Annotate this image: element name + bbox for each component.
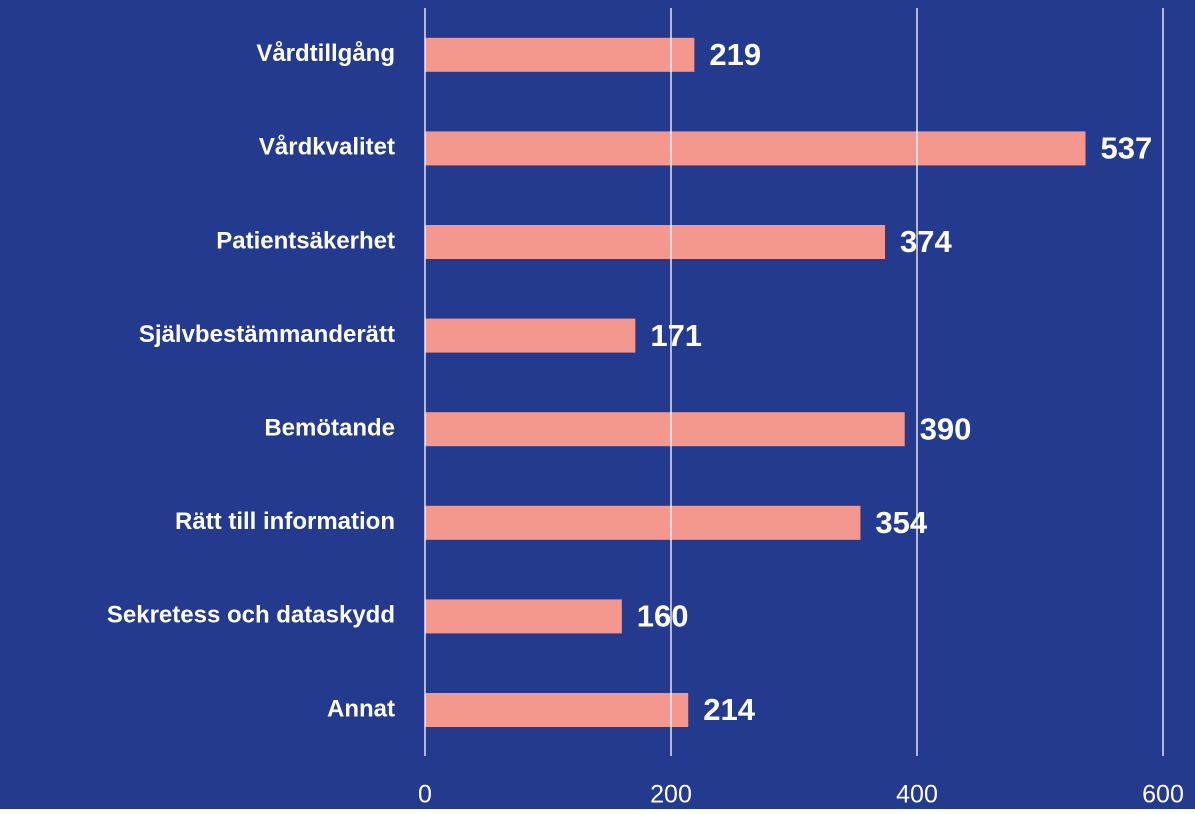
value-label: 374 [900, 224, 952, 259]
bar [425, 599, 622, 634]
value-label: 219 [709, 37, 761, 72]
category-label: Självbestämmanderätt [139, 321, 395, 348]
category-label: Bemötande [264, 415, 395, 442]
category-label: Rätt till information [175, 508, 395, 535]
x-tick-label: 200 [650, 781, 692, 809]
x-tick-label: 0 [418, 781, 432, 809]
x-tick-label: 400 [896, 781, 938, 809]
bar [425, 318, 636, 353]
value-label: 160 [637, 599, 689, 634]
bar [425, 505, 861, 540]
bar [425, 225, 886, 259]
category-label: Vårdtillgång [256, 40, 395, 67]
value-label: 537 [1101, 131, 1153, 166]
bar [425, 37, 695, 72]
category-label: Patientsäkerhet [216, 227, 395, 254]
category-label: Annat [327, 695, 395, 722]
bar [425, 412, 905, 447]
value-label: 171 [650, 318, 702, 353]
value-label: 214 [703, 692, 755, 727]
value-label: 390 [920, 411, 972, 446]
category-label: Sekretess och dataskydd [107, 602, 395, 629]
bar [425, 131, 1086, 166]
x-tick-label: 600 [1142, 781, 1184, 809]
value-label: 354 [875, 505, 927, 540]
category-label: Vårdkvalitet [259, 134, 395, 161]
bar [425, 693, 689, 727]
